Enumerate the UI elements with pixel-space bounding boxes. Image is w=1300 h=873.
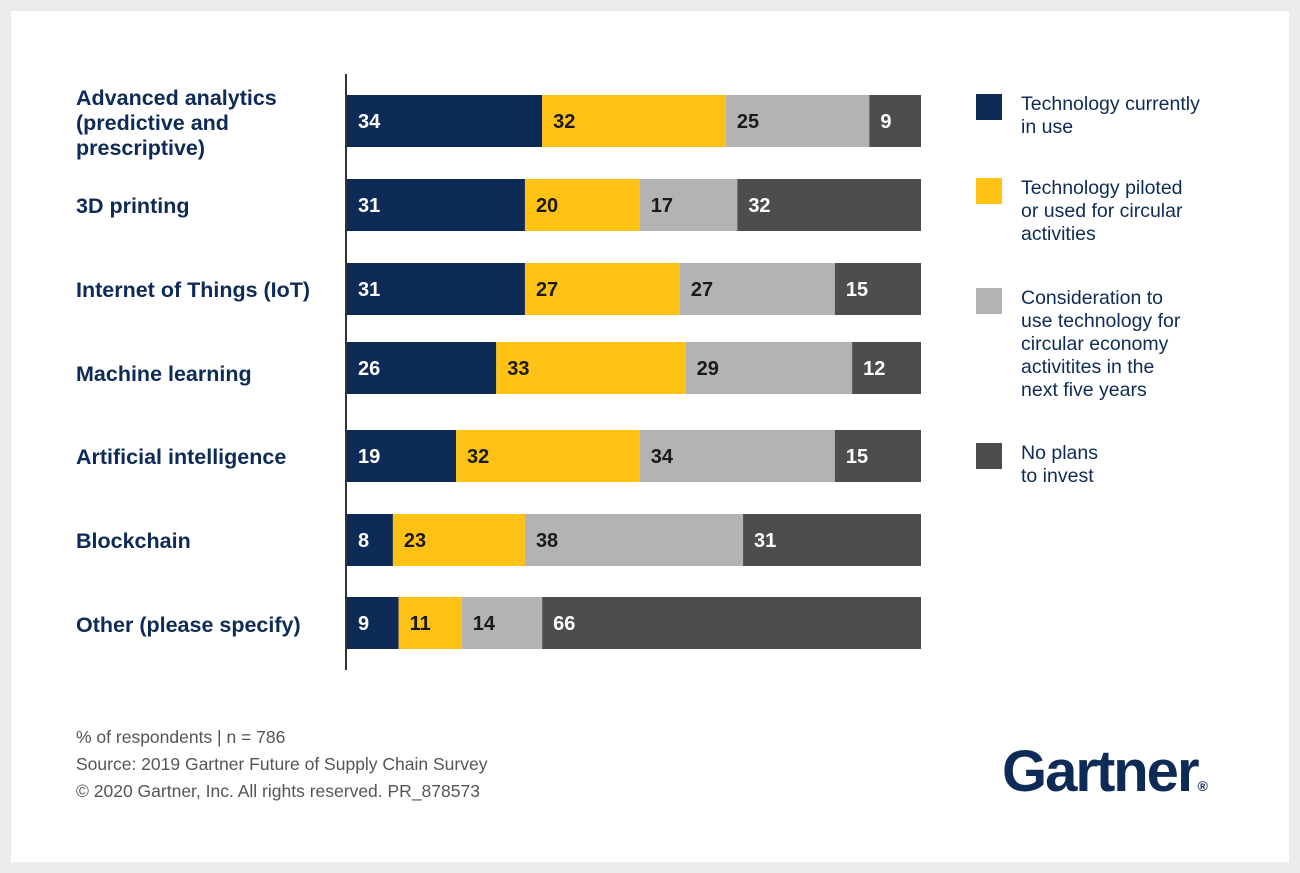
bar-value-label-piloted-row-6: 11 <box>410 613 431 635</box>
category-label-artificial-intelligence: Artificial intelligence <box>76 445 287 469</box>
bar-value-label-no-plans-row-0: 9 <box>880 111 891 133</box>
category-label-blockchain: Blockchain <box>76 529 191 553</box>
bar-segment-piloted-row-4 <box>456 430 640 482</box>
bar-value-label-no-plans-row-3: 12 <box>863 358 885 380</box>
legend-label: Technology piloted or used for circular … <box>1021 177 1183 245</box>
category-label-machine-learning: Machine learning <box>76 362 252 386</box>
bar-value-label-no-plans-row-1: 32 <box>748 195 770 217</box>
bar-segment-consideration-row-3 <box>685 342 853 394</box>
bar-segment-piloted-row-5 <box>392 514 525 566</box>
logo-registered-mark: ® <box>1197 778 1208 794</box>
footnote-respondents: % of respondents | n = 786 <box>76 727 286 747</box>
legend-swatch-light-gray <box>976 288 1002 314</box>
bar-value-label-consideration-row-5: 38 <box>536 530 558 552</box>
bar-value-label-piloted-row-2: 27 <box>536 279 558 301</box>
bar-value-label-consideration-row-2: 27 <box>691 279 713 301</box>
bar-value-label-consideration-row-4: 34 <box>651 446 674 468</box>
bar-value-label-in-use-row-2: 31 <box>358 279 380 301</box>
bar-value-label-no-plans-row-5: 31 <box>754 530 776 552</box>
bar-segment-no-plans-row-4 <box>834 430 921 482</box>
bar-value-label-in-use-row-6: 9 <box>358 613 369 635</box>
category-label-3d-printing: 3D printing <box>76 194 190 218</box>
category-axis-line <box>345 74 347 670</box>
legend-swatch-navy <box>976 94 1002 120</box>
legend-label: Technology currently in use <box>1021 93 1200 138</box>
bar-segment-piloted-row-1 <box>524 179 640 231</box>
bar-value-label-no-plans-row-2: 15 <box>846 279 868 301</box>
bar-segment-consideration-row-4 <box>639 430 835 482</box>
legend-label: No plans to invest <box>1021 442 1098 487</box>
bar-value-label-in-use-row-3: 26 <box>358 358 380 380</box>
bar-segment-no-plans-row-3 <box>852 342 921 394</box>
bar-value-label-piloted-row-3: 33 <box>507 358 529 380</box>
legend-swatch-yellow <box>976 178 1002 204</box>
bar-value-label-in-use-row-4: 19 <box>358 446 380 468</box>
bar-value-label-consideration-row-0: 25 <box>737 111 759 133</box>
bar-segment-piloted-row-2 <box>524 263 680 315</box>
bar-segment-in-use-row-2 <box>347 263 525 315</box>
bar-segment-no-plans-row-2 <box>834 263 921 315</box>
bar-segment-in-use-row-5 <box>347 514 393 566</box>
bar-value-label-piloted-row-5: 23 <box>404 530 426 552</box>
bar-value-label-in-use-row-5: 8 <box>358 530 369 552</box>
bar-segment-piloted-row-0 <box>542 95 726 147</box>
bar-segment-no-plans-row-0 <box>869 95 921 147</box>
bar-segment-no-plans-row-6 <box>542 597 921 649</box>
bar-value-label-consideration-row-6: 14 <box>473 613 496 635</box>
bar-segment-consideration-row-5 <box>524 514 744 566</box>
category-label-iot: Internet of Things (IoT) <box>76 278 311 302</box>
gartner-logo: Gartner® <box>1002 738 1208 805</box>
bar-segment-consideration-row-6 <box>461 597 543 649</box>
bar-segment-consideration-row-0 <box>725 95 870 147</box>
bar-segment-in-use-row-6 <box>347 597 399 649</box>
bar-value-label-piloted-row-4: 32 <box>467 446 489 468</box>
legend-swatch-dark-gray <box>976 443 1002 469</box>
bar-value-label-consideration-row-1: 17 <box>651 195 673 217</box>
bar-segment-consideration-row-1 <box>639 179 738 231</box>
logo-text: Gartner <box>1002 739 1200 804</box>
footnote-source: Source: 2019 Gartner Future of Supply Ch… <box>76 754 488 774</box>
bar-value-label-in-use-row-1: 31 <box>358 195 380 217</box>
bar-segment-consideration-row-2 <box>679 263 835 315</box>
category-label-other: Other (please specify) <box>76 613 301 637</box>
bar-segment-no-plans-row-5 <box>743 514 921 566</box>
bar-segment-in-use-row-4 <box>347 430 457 482</box>
bar-value-label-piloted-row-0: 32 <box>553 111 575 133</box>
bar-segment-piloted-row-3 <box>496 342 686 394</box>
bar-value-label-piloted-row-1: 20 <box>536 195 558 217</box>
legend-label: Consideration to use technology for circ… <box>1021 287 1181 401</box>
bar-segment-in-use-row-0 <box>347 95 543 147</box>
bar-segment-in-use-row-3 <box>347 342 497 394</box>
bar-value-label-no-plans-row-4: 15 <box>846 446 868 468</box>
bar-segment-piloted-row-6 <box>398 597 462 649</box>
footnote-copyright: © 2020 Gartner, Inc. All rights reserved… <box>76 781 480 801</box>
bar-segment-no-plans-row-1 <box>737 179 921 231</box>
category-label-advanced-analytics: Advanced analytics (predictive and presc… <box>76 86 277 160</box>
bar-segment-in-use-row-1 <box>347 179 525 231</box>
bar-value-label-no-plans-row-6: 66 <box>553 613 575 635</box>
bar-value-label-in-use-row-0: 34 <box>358 111 381 133</box>
bar-value-label-consideration-row-3: 29 <box>697 358 719 380</box>
